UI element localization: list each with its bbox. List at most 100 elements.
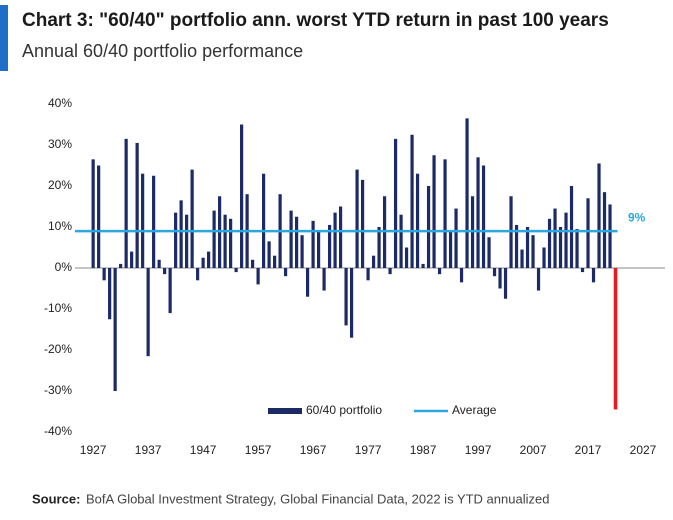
bar [531, 235, 535, 268]
x-tick-label: 1927 [80, 443, 107, 457]
bar [459, 268, 464, 283]
legend-label: Average [452, 403, 497, 417]
bar [575, 229, 579, 268]
bar [322, 268, 326, 291]
bar [393, 138, 398, 268]
y-tick-label: -10% [44, 301, 72, 315]
legend-label: 60/40 portfolio [306, 403, 382, 417]
legend-swatch [268, 408, 302, 414]
bar [415, 173, 420, 268]
bar [256, 268, 260, 285]
bar [366, 268, 370, 281]
bar [586, 198, 590, 268]
bar [503, 268, 508, 299]
bar [443, 159, 447, 268]
bar [135, 142, 139, 268]
bar [124, 138, 128, 268]
y-tick-label: 20% [48, 178, 72, 192]
x-tick-label: 1957 [245, 443, 272, 457]
bar [404, 247, 409, 268]
bar [267, 241, 271, 268]
bar [569, 186, 574, 268]
x-tick-label: 2017 [575, 443, 602, 457]
bar [207, 251, 211, 268]
bar [564, 212, 568, 268]
bar [316, 231, 321, 268]
bar [113, 268, 117, 391]
y-tick-label: 30% [48, 137, 72, 151]
bar [305, 268, 310, 297]
bar [174, 212, 178, 268]
bar [377, 227, 381, 268]
bar [196, 268, 200, 281]
bar [300, 235, 304, 268]
bar [426, 186, 431, 268]
bar [514, 224, 519, 268]
bar [421, 263, 425, 268]
bar [289, 210, 293, 268]
bar [553, 208, 557, 268]
bar [492, 268, 497, 277]
x-tick-label: 1937 [135, 443, 162, 457]
y-tick-label: 40% [48, 96, 72, 110]
y-tick-label: -30% [44, 383, 72, 397]
bar [185, 214, 189, 268]
header-accent [0, 5, 8, 71]
y-tick-label: -20% [44, 342, 72, 356]
bar [338, 206, 343, 268]
chart-subtitle: Annual 60/40 portfolio performance [22, 41, 303, 61]
bar [597, 163, 601, 268]
x-tick-label: 2007 [520, 443, 547, 457]
bar [146, 268, 150, 357]
bar [333, 212, 337, 268]
bar [437, 268, 442, 275]
x-tick-label: 1987 [410, 443, 437, 457]
bar [294, 216, 299, 268]
y-tick-label: 10% [48, 219, 72, 233]
bar [141, 173, 145, 268]
bar [542, 247, 546, 268]
bar [498, 268, 502, 289]
bar [108, 268, 112, 320]
bar [229, 218, 233, 268]
x-tick-label: 2027 [630, 443, 657, 457]
average-label: 9% [628, 210, 646, 224]
bar [344, 268, 348, 326]
bar [547, 218, 552, 268]
source-label: Source: [32, 491, 80, 506]
bar [283, 268, 288, 277]
bar [190, 169, 194, 268]
bar [130, 251, 134, 268]
bar [558, 227, 563, 268]
bar [327, 224, 332, 268]
bar [580, 268, 585, 273]
bar [432, 155, 436, 268]
bar [223, 214, 227, 268]
bar [234, 268, 238, 273]
bar [399, 214, 403, 268]
y-tick-label: 0% [55, 260, 73, 274]
bar [465, 118, 469, 268]
bar [410, 134, 414, 268]
bar [97, 165, 101, 268]
bar [168, 268, 172, 314]
x-tick-label: 1947 [190, 443, 217, 457]
bar [525, 227, 530, 268]
chart-title: Chart 3: "60/40" portfolio ann. worst YT… [22, 10, 609, 31]
bar [311, 220, 315, 268]
bar [520, 249, 524, 268]
bar [608, 204, 612, 268]
x-tick-label: 1997 [465, 443, 492, 457]
bar [349, 268, 354, 338]
bar [355, 169, 359, 268]
bar [476, 157, 480, 268]
bar [240, 124, 244, 268]
bar [388, 268, 392, 275]
bar [371, 255, 376, 268]
bar [179, 200, 183, 268]
bar [212, 210, 216, 268]
bar [163, 268, 167, 275]
bar [201, 257, 205, 268]
bar [481, 165, 486, 268]
